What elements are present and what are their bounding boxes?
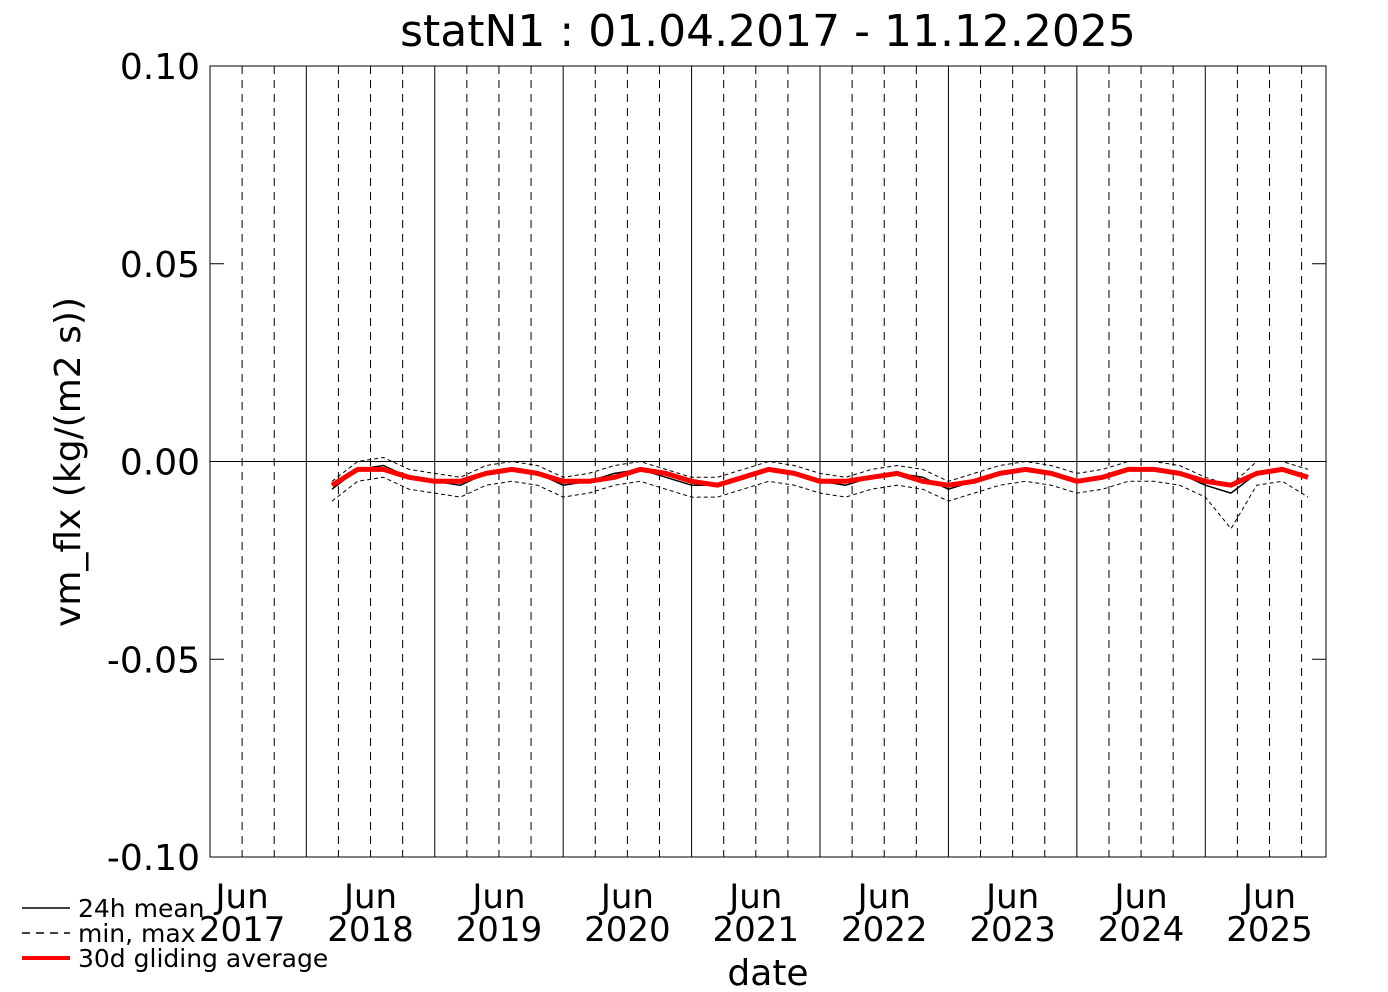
x-tick-label: Jun 2024 (1098, 877, 1185, 950)
x-tick-label-line: Jun (599, 877, 654, 917)
x-tick-label-line: Jun (984, 877, 1039, 917)
x-tick-label-line: Jun (214, 877, 269, 917)
legend-label: 30d gliding average (78, 944, 328, 973)
y-tick-label: 0.10 (120, 47, 200, 88)
x-tick-label: Jun 2022 (841, 877, 928, 950)
x-tick-label-line: Jun (1113, 877, 1168, 917)
x-tick-label: Jun 2017 (199, 877, 286, 950)
plot-frame (209, 65, 1327, 858)
x-tick-label: Jun 2019 (456, 877, 543, 950)
x-tick-label-line: 2019 (456, 910, 543, 950)
legend-label: min, max (78, 919, 196, 948)
chart-title: statN1 : 01.04.2017 - 11.12.2025 (400, 6, 1136, 57)
y-axis-label: vm_flx (kg/(m2 s)) (48, 297, 89, 627)
x-tick-label: Jun 2023 (969, 877, 1056, 950)
y-tick-label: 0.00 (120, 443, 200, 484)
x-tick-label-line: 2025 (1226, 910, 1313, 950)
y-tick-label: 0.05 (120, 245, 200, 286)
x-axis-label: date (727, 953, 808, 992)
x-tick-label-line: Jun (856, 877, 911, 917)
x-tick-label-line: Jun (727, 877, 782, 917)
x-tick-label-line: 2021 (713, 910, 800, 950)
x-tick-label: Jun 2021 (713, 877, 800, 950)
legend-label: 24h mean (78, 894, 205, 923)
x-tick-label-line: 2017 (199, 910, 286, 950)
x-tick-label-line: 2022 (841, 910, 928, 950)
x-tick-label-line: Jun (1241, 877, 1296, 917)
y-tick-label: -0.05 (107, 640, 200, 681)
x-tick-label: Jun 2018 (327, 877, 414, 950)
series-line (331, 457, 1309, 486)
series-line (331, 476, 1309, 530)
x-tick-label-line: 2018 (327, 910, 414, 950)
y-tick-label: -0.10 (107, 838, 200, 879)
x-tick-label-line: 2023 (969, 910, 1056, 950)
x-tick-label-line: Jun (342, 877, 397, 917)
x-tick-label-line: Jun (470, 877, 525, 917)
x-tick-label: Jun 2025 (1226, 877, 1313, 950)
x-tick-label: Jun 2020 (584, 877, 671, 950)
x-tick-label-line: 2024 (1098, 910, 1185, 950)
series-line (330, 466, 1309, 488)
x-tick-label-line: 2020 (584, 910, 671, 950)
